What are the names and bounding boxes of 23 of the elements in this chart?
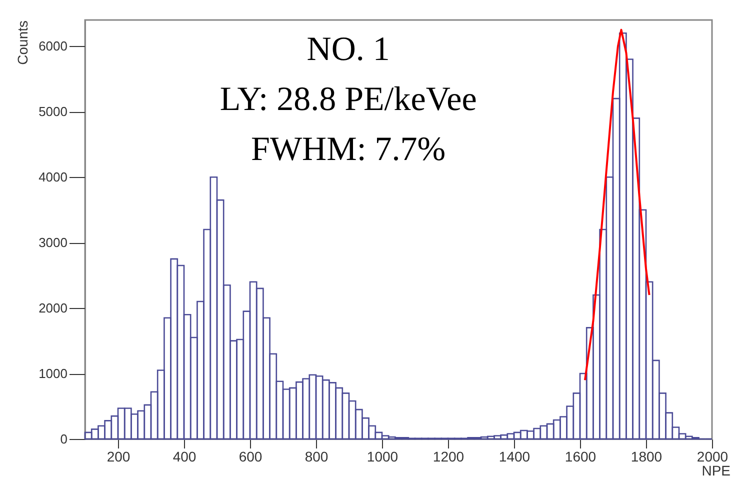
x-tick-label: 1200 (432, 448, 464, 464)
line-series (584, 28, 650, 382)
x-tick-label: 1400 (498, 448, 530, 464)
x-tick-label: 1800 (630, 448, 662, 464)
y-tick-label: 6000 (38, 38, 68, 54)
y-tick-label: 2000 (38, 300, 68, 316)
y-tick-label: 4000 (38, 170, 68, 185)
x-tick-label: 1600 (564, 448, 596, 464)
y-axis-title: Counts (14, 20, 30, 65)
y-tick-label: 0 (60, 432, 68, 446)
x-tick-label: 1000 (366, 448, 398, 464)
annotation: LY: 28.8 PE/keVee (220, 81, 477, 118)
x-tick-label: 200 (106, 448, 130, 464)
x-tick-label: 800 (304, 448, 328, 464)
annotation: NO. 1 (306, 31, 390, 68)
y-tick-label: 5000 (38, 104, 68, 120)
x-axis-title: NPE (702, 462, 730, 478)
x-tick-label: 600 (238, 448, 262, 464)
y-tick-label: 3000 (38, 235, 68, 250)
annotation: FWHM: 7.7% (251, 131, 446, 168)
x-tick-label: 400 (172, 448, 196, 464)
x-tick-label: 2000 (696, 448, 728, 464)
y-tick-label: 1000 (38, 366, 68, 382)
